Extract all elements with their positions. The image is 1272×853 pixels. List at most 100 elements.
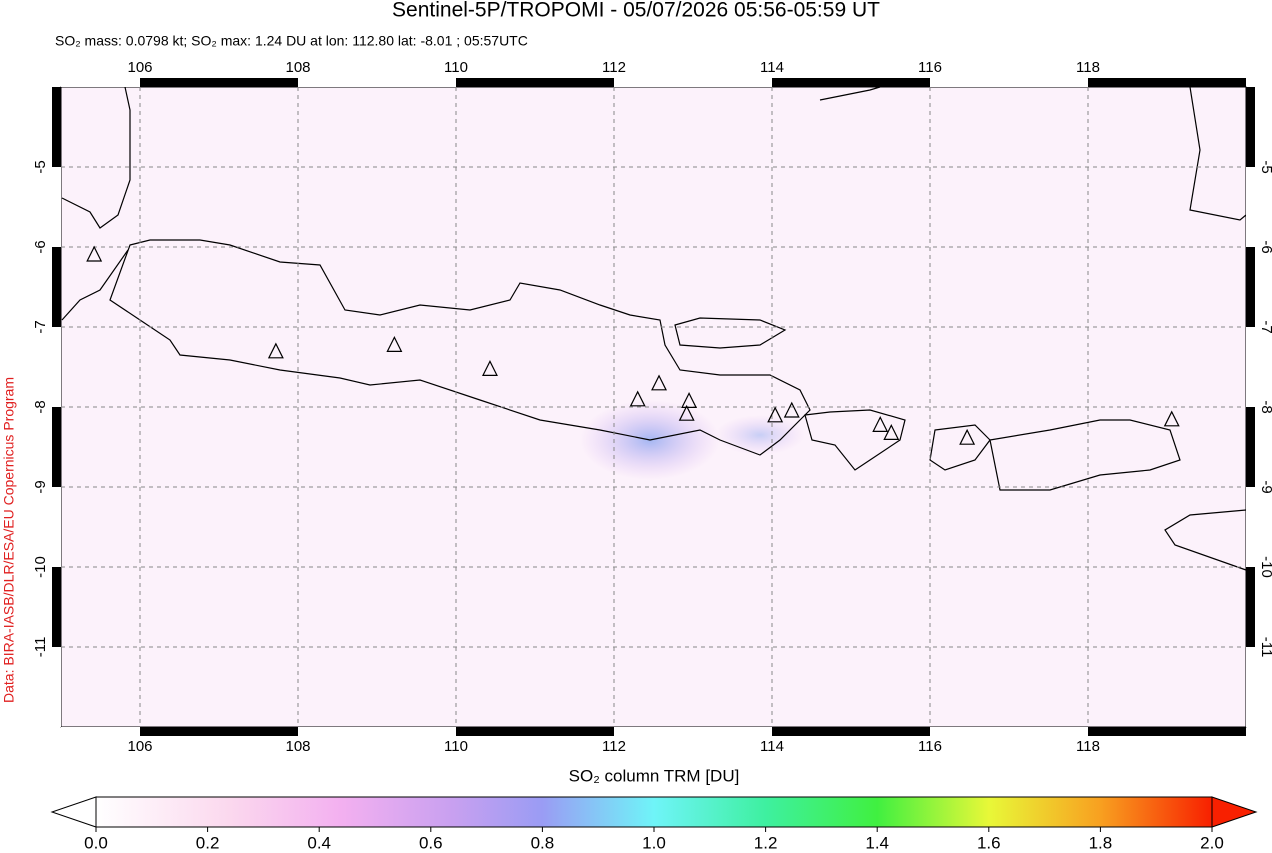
volcano [1163, 410, 1180, 427]
colorbar-tick-label: 1.4 [865, 833, 889, 852]
frame-strip [1246, 327, 1255, 407]
coast-lombok [929, 424, 991, 471]
frame-strip [52, 87, 61, 167]
volcano [959, 428, 976, 445]
y-tick-label: -6 [1258, 240, 1272, 253]
y-tick-label: -7 [1258, 320, 1272, 333]
coastlines [61, 86, 1247, 571]
x-tick-label: 106 [127, 59, 152, 76]
volcano [872, 416, 889, 432]
frame-strip [298, 78, 377, 87]
so2-plume [715, 415, 805, 455]
coast-sulawesi [1189, 86, 1247, 221]
y-tick-label: -7 [32, 320, 49, 333]
frame-strip [1167, 727, 1246, 736]
frame-strip [1167, 78, 1246, 87]
x-tick-label: 118 [1076, 59, 1100, 76]
frame-strip [930, 727, 1009, 736]
coast-bali [804, 409, 906, 471]
colorbar [95, 796, 1213, 828]
coast-sumatra [61, 86, 131, 229]
subtitle: SO₂ mass: 0.0798 kt; SO₂ max: 1.24 DU at… [55, 33, 528, 49]
x-tick-label: 114 [760, 738, 784, 755]
volcano [767, 406, 784, 423]
x-tick-label: 114 [760, 59, 784, 76]
frame-strip [61, 78, 140, 87]
frame-strip [693, 727, 772, 736]
frame-strip [1246, 87, 1255, 167]
frame-strip [377, 78, 456, 87]
frame-strip [52, 327, 61, 407]
volcano [783, 401, 800, 418]
volcano [481, 360, 498, 376]
colorbar-tick-label: 2.0 [1200, 833, 1224, 852]
y-tick-label: -10 [32, 556, 49, 578]
colorbar-tick-label: 0.4 [307, 833, 331, 852]
colorbar-tick-label: 1.2 [754, 833, 778, 852]
frame-strip [377, 727, 456, 736]
volcano [883, 424, 900, 440]
frame-strip [1246, 407, 1255, 487]
y-tick-label: -8 [32, 400, 49, 413]
frame-strip [219, 727, 298, 736]
coast-sumbawa [989, 419, 1181, 491]
colorbar-tick-label: 1.0 [642, 833, 666, 852]
x-tick-label: 106 [127, 738, 152, 755]
colorbar-tick-label: 0.6 [419, 833, 443, 852]
coast-sumba [1164, 509, 1247, 571]
y-tick-label: -11 [1258, 637, 1272, 658]
coast-borneo [819, 86, 881, 101]
volcano [651, 374, 668, 391]
colorbar-tick-label: 1.8 [1089, 833, 1113, 852]
volcano [267, 342, 284, 359]
coast-sumatra [61, 249, 129, 321]
frame-strip [456, 78, 535, 87]
x-tick-label: 110 [444, 738, 468, 755]
coast-java [109, 239, 811, 456]
frame-strip [61, 727, 140, 736]
frame-strip [52, 167, 61, 247]
y-tick-label: -5 [1258, 160, 1272, 173]
frame-strip [535, 78, 614, 87]
frame-strip [298, 727, 377, 736]
x-tick-label: 112 [602, 59, 626, 76]
frame-strip [456, 727, 535, 736]
x-tick-label: 116 [918, 738, 942, 755]
colorbar-under [50, 796, 97, 828]
frame-strip [219, 78, 298, 87]
volcano [629, 390, 646, 407]
credit: Data: BIRA-IASB/DLR/ESA/EU Copernicus Pr… [1, 377, 17, 703]
frame-strip [1009, 727, 1088, 736]
y-tick-label: -6 [32, 240, 49, 253]
frame-strip [614, 727, 693, 736]
colorbar-tick-label: 1.6 [977, 833, 1001, 852]
frame-strip [52, 407, 61, 487]
volcano [678, 404, 695, 421]
y-tick-label: -10 [1258, 556, 1272, 578]
frame-strip [1088, 78, 1167, 87]
y-tick-label: -9 [1258, 480, 1272, 493]
frame-strip [52, 487, 61, 567]
frame-strip [1009, 78, 1088, 87]
y-tick-label: -9 [32, 480, 49, 493]
x-tick-label: 108 [285, 59, 310, 76]
frame-strip [772, 727, 851, 736]
frame-strip [1246, 247, 1255, 327]
x-tick-label: 112 [602, 738, 626, 755]
x-tick-label: 108 [285, 738, 310, 755]
frame-strip [851, 727, 930, 736]
frame-strip [52, 247, 61, 327]
frame-strip [930, 78, 1009, 87]
frame-strip [1246, 647, 1255, 727]
colorbar-tick-label: 0.2 [196, 833, 220, 852]
frame-strip [535, 727, 614, 736]
colorbar-tick-label: 0.0 [84, 833, 108, 852]
y-tick-label: -11 [32, 637, 49, 658]
frame-strip [1088, 727, 1167, 736]
x-tick-label: 110 [444, 59, 468, 76]
colorbar-label: SO₂ column TRM [DU] [569, 766, 740, 785]
frame-strip [140, 727, 219, 736]
frame-strip [772, 78, 851, 87]
frame-strip [851, 78, 930, 87]
frame-strip [52, 567, 61, 647]
